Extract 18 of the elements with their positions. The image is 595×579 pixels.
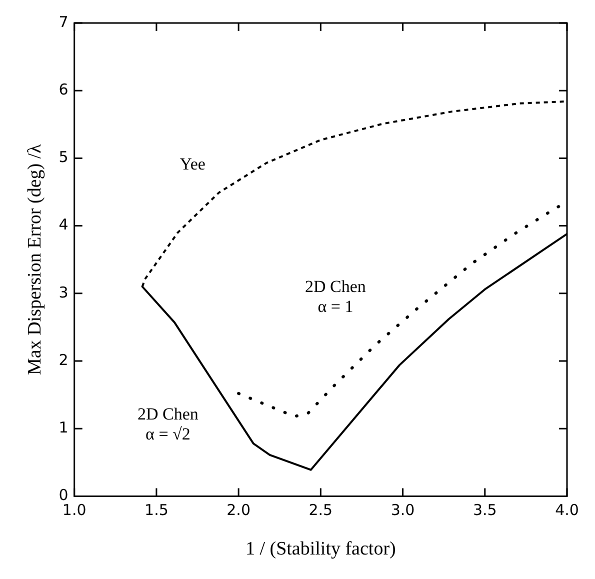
annotation: 2D Chen α = √2 [137, 404, 199, 444]
x-tick-label: 3.0 [390, 501, 415, 520]
x-tick-label: 1.5 [144, 501, 168, 520]
x-axis-title: 1 / (Stability factor) [245, 538, 396, 560]
y-tick-label: 4 [58, 216, 68, 234]
x-tick-label: 3.5 [472, 501, 497, 520]
y-tick-label: 2 [58, 350, 68, 369]
y-tick-label: 5 [58, 148, 68, 166]
y-axis-title: Max Dispersion Error (deg) /λ [24, 143, 46, 376]
x-tick-label: 2.0 [226, 501, 250, 520]
x-tick-label: 4.0 [555, 501, 579, 520]
y-tick-label: 6 [58, 80, 68, 98]
annotation: Yee [180, 154, 206, 174]
x-tick-label: 2.5 [308, 501, 333, 520]
y-tick-label: 3 [58, 283, 68, 302]
annotation: 2D Chen α = 1 [304, 276, 366, 316]
y-tick-label: 1 [58, 418, 68, 436]
y-tick-label: 7 [58, 12, 68, 31]
